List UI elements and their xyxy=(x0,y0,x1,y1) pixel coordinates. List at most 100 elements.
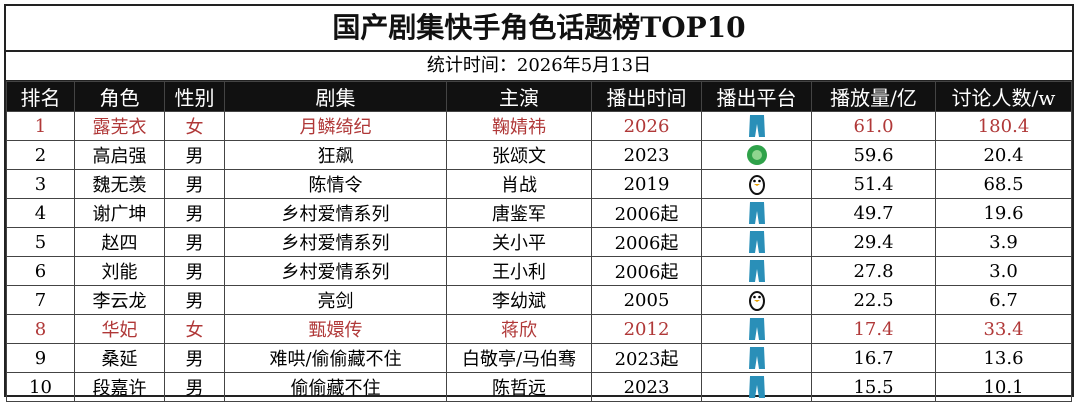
header-row: 排名 角色 性别 剧集 主演 播出时间 播出平台 播放量/亿 讨论人数/w xyxy=(6,81,1072,112)
platform-icon xyxy=(701,227,812,257)
cell: 16.7 xyxy=(811,343,936,373)
platform-icon xyxy=(701,256,812,286)
cell: 68.5 xyxy=(935,169,1072,199)
table-body: 1 露芜衣女月鳞绮纪 鞠婧祎 2026 61.0 180.4 2 高启强男狂飙 张颂文 2023 5… xyxy=(6,111,1072,402)
ranking-table: 排名 角色 性别 剧集 主演 播出时间 播出平台 播放量/亿 讨论人数/w 1 露芜衣女月鳞绮纪鞠… xyxy=(6,81,1072,402)
cell: 17.4 xyxy=(811,314,936,344)
platform-icon xyxy=(701,198,812,228)
table-row: 10 段嘉许男偷偷藏不住 陈哲远 2023 15.5 10.1 xyxy=(6,372,1072,402)
cell: 女 xyxy=(164,111,225,141)
cell: 3.0 xyxy=(935,256,1072,286)
cell: 9 xyxy=(6,343,75,373)
cell: 魏无羡 xyxy=(74,169,165,199)
platform-icon xyxy=(701,314,812,344)
cell: 5 xyxy=(6,227,75,257)
column-header: 剧集 xyxy=(224,81,447,112)
column-header: 主演 xyxy=(446,81,592,112)
cell: 2019 xyxy=(591,169,702,199)
cell: 王小利 xyxy=(446,256,592,286)
table-row: 9 桑延男难哄/偷偷藏不住 白敬亭/马伯骞 2023起 16.7 13.6 xyxy=(6,343,1072,373)
cell: 13.6 xyxy=(935,343,1072,373)
column-header: 播放量/亿 xyxy=(811,81,936,112)
cell: 乡村爱情系列 xyxy=(224,227,447,257)
cell: 亮剑 xyxy=(224,285,447,315)
cell: 刘能 xyxy=(74,256,165,286)
cell: 男 xyxy=(164,285,225,315)
cell: 陈哲远 xyxy=(446,372,592,402)
cell: 6.7 xyxy=(935,285,1072,315)
cell: 2006起 xyxy=(591,198,702,228)
cell: 男 xyxy=(164,372,225,402)
cell: 男 xyxy=(164,140,225,170)
column-header: 播出时间 xyxy=(591,81,702,112)
column-header: 播出平台 xyxy=(701,81,812,112)
cell: 李幼斌 xyxy=(446,285,592,315)
table-row: 1 露芜衣女月鳞绮纪 鞠婧祎 2026 61.0 180.4 xyxy=(6,111,1072,141)
cell: 鞠婧祎 xyxy=(446,111,592,141)
cell: 29.4 xyxy=(811,227,936,257)
cell: 华妃 xyxy=(74,314,165,344)
cell: 3 xyxy=(6,169,75,199)
cell: 1 xyxy=(6,111,75,141)
table-row: 6 刘能男乡村爱情系列 王小利 2006起 27.8 3.0 xyxy=(6,256,1072,286)
cell: 2023 xyxy=(591,372,702,402)
cell: 2023 xyxy=(591,140,702,170)
platform-icon xyxy=(701,372,812,402)
cell: 高启强 xyxy=(74,140,165,170)
cell: 甄嬛传 xyxy=(224,314,447,344)
cell: 20.4 xyxy=(935,140,1072,170)
cell: 肖战 xyxy=(446,169,592,199)
cell: 难哄/偷偷藏不住 xyxy=(224,343,447,373)
cell: 陈情令 xyxy=(224,169,447,199)
cell: 乡村爱情系列 xyxy=(224,198,447,228)
table-row: 5 赵四男乡村爱情系列 关小平 2006起 29.4 3.9 xyxy=(6,227,1072,257)
cell: 2005 xyxy=(591,285,702,315)
cell: 男 xyxy=(164,256,225,286)
cell: 谢广坤 xyxy=(74,198,165,228)
cell: 男 xyxy=(164,343,225,373)
cell: 4 xyxy=(6,198,75,228)
cell: 10.1 xyxy=(935,372,1072,402)
cell: 男 xyxy=(164,198,225,228)
cell: 狂飙 xyxy=(224,140,447,170)
title: 国产剧集快手角色话题榜TOP10 xyxy=(6,6,1072,52)
cell: 7 xyxy=(6,285,75,315)
platform-icon xyxy=(701,343,812,373)
cell: 段嘉许 xyxy=(74,372,165,402)
column-header: 角色 xyxy=(74,81,165,112)
cell: 8 xyxy=(6,314,75,344)
cell: 27.8 xyxy=(811,256,936,286)
cell: 33.4 xyxy=(935,314,1072,344)
cell: 桑延 xyxy=(74,343,165,373)
cell: 李云龙 xyxy=(74,285,165,315)
cell: 6 xyxy=(6,256,75,286)
cell: 偷偷藏不住 xyxy=(224,372,447,402)
cell: 乡村爱情系列 xyxy=(224,256,447,286)
table-row: 2 高启强男狂飙 张颂文 2023 59.6 20.4 xyxy=(6,140,1072,170)
cell: 蒋欣 xyxy=(446,314,592,344)
cell: 2023起 xyxy=(591,343,702,373)
platform-icon xyxy=(701,169,812,199)
table-row: 7 李云龙男亮剑 李幼斌 2005 22.5 6.7 xyxy=(6,285,1072,315)
cell: 15.5 xyxy=(811,372,936,402)
cell: 赵四 xyxy=(74,227,165,257)
cell: 180.4 xyxy=(935,111,1072,141)
table-row: 4 谢广坤男乡村爱情系列 唐鉴军 2006起 49.7 19.6 xyxy=(6,198,1072,228)
cell: 49.7 xyxy=(811,198,936,228)
cell: 2012 xyxy=(591,314,702,344)
cell: 2006起 xyxy=(591,256,702,286)
cell: 22.5 xyxy=(811,285,936,315)
cell: 男 xyxy=(164,227,225,257)
cell: 唐鉴军 xyxy=(446,198,592,228)
platform-icon xyxy=(701,285,812,315)
cell: 女 xyxy=(164,314,225,344)
column-header: 讨论人数/w xyxy=(935,81,1072,112)
cell: 露芜衣 xyxy=(74,111,165,141)
cell: 19.6 xyxy=(935,198,1072,228)
cell: 张颂文 xyxy=(446,140,592,170)
cell: 59.6 xyxy=(811,140,936,170)
subtitle: 统计时间：2026年5月13日 xyxy=(6,52,1072,81)
column-header: 性别 xyxy=(164,81,225,112)
cell: 2 xyxy=(6,140,75,170)
cell: 61.0 xyxy=(811,111,936,141)
